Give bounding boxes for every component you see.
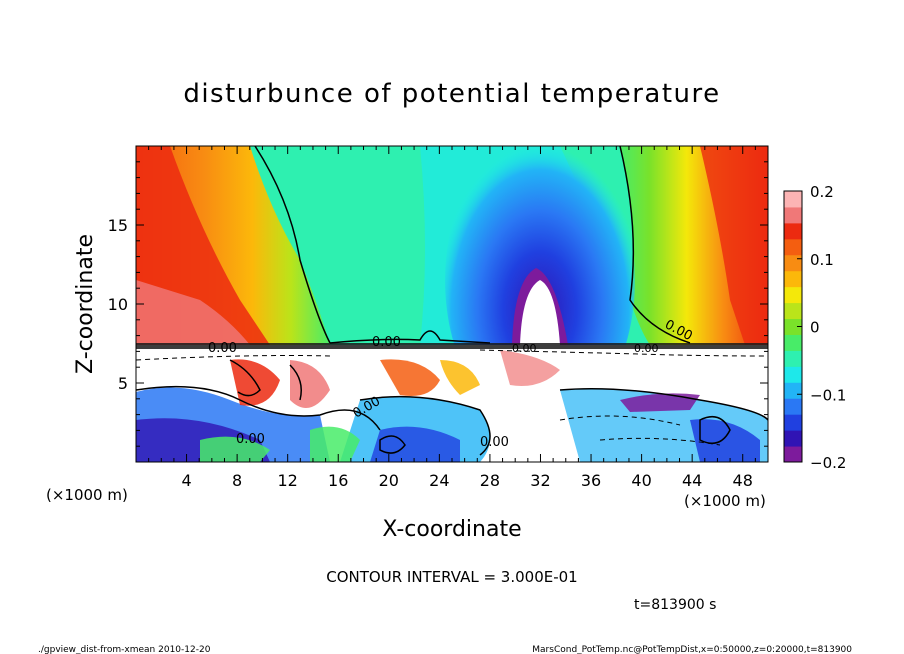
footer-right: MarsCond_PotTemp.nc@PotTempDist,x=0:5000… <box>532 645 852 654</box>
colorbar-segment <box>784 254 802 272</box>
time-text: t=813900 s <box>634 597 716 613</box>
dashed-contours <box>136 349 768 446</box>
y-axis-label: Z-coordinate <box>73 234 98 374</box>
colorbar-segment <box>784 238 802 256</box>
x-tick-label: 32 <box>530 471 550 490</box>
contour-label: 0.00 <box>208 341 237 356</box>
x-tick-label: 36 <box>581 471 601 490</box>
x-tick-label: 28 <box>480 471 500 490</box>
colorbar-ticks: 0.2 0.1 0 −0.1 −0.2 <box>797 183 846 472</box>
colorbar-segment <box>784 398 802 415</box>
colorbar-tick-label: 0.1 <box>810 251 834 269</box>
contour-label: 0.00 <box>236 432 265 447</box>
x-tick-label: 44 <box>682 471 702 490</box>
x-tick-label: 24 <box>429 471 449 490</box>
x-axis-unit-right: (×1000 m) <box>684 492 766 510</box>
x-axis-label: X-coordinate <box>382 517 521 542</box>
contour-label: 0.00 <box>512 342 537 355</box>
colorbar-segment <box>784 414 802 431</box>
y-axis: 5 10 15 <box>108 161 768 447</box>
footer-left: ./gpview_dist-from-xmean 2010-12-20 <box>38 645 211 654</box>
colorbar-tick-label: 0.2 <box>810 183 834 201</box>
colorbar-segment <box>784 286 802 304</box>
x-tick-label: 20 <box>379 471 399 490</box>
colorbar-tick-label: −0.1 <box>810 386 846 404</box>
contour-label: 0.00 <box>480 435 509 450</box>
colorbar-segment <box>784 270 802 288</box>
x-tick-label: 8 <box>232 471 242 490</box>
colorbar-tick-label: 0 <box>810 319 820 337</box>
contour-lines <box>136 146 768 456</box>
colorbar-segment <box>784 334 802 351</box>
colorbar-segment <box>784 446 802 463</box>
colorbar-segment <box>784 302 802 320</box>
colorbar-segment <box>784 366 802 383</box>
x-tick-label: 40 <box>631 471 651 490</box>
y-tick-label: 10 <box>108 295 128 314</box>
colorbar-segment <box>784 206 802 224</box>
x-tick-label: 4 <box>181 471 191 490</box>
colorbar-segment <box>784 318 802 335</box>
x-tick-label: 16 <box>328 471 348 490</box>
x-axis: 4 8 12 16 20 24 28 32 36 40 44 48 <box>148 146 756 490</box>
colorbar-segment <box>784 430 802 447</box>
chart-title: disturbunce of potential temperature <box>183 79 720 109</box>
contour-label: 0.00 <box>634 342 659 355</box>
x-axis-unit-left: (×1000 m) <box>46 486 128 504</box>
colorbar-segment <box>784 382 802 399</box>
colorbar-segment <box>784 350 802 367</box>
heatmap-field <box>136 146 768 462</box>
contour-interval-text: CONTOUR INTERVAL = 3.000E-01 <box>326 568 577 586</box>
contour-label: 0.00 <box>372 335 401 350</box>
colorbar-segment <box>784 222 802 240</box>
y-tick-label: 5 <box>118 374 128 393</box>
x-tick-label: 48 <box>733 471 753 490</box>
y-tick-label: 15 <box>108 216 128 235</box>
colorbar-segment <box>784 191 802 208</box>
colorbar-tick-label: −0.2 <box>810 454 846 472</box>
x-tick-label: 12 <box>278 471 298 490</box>
